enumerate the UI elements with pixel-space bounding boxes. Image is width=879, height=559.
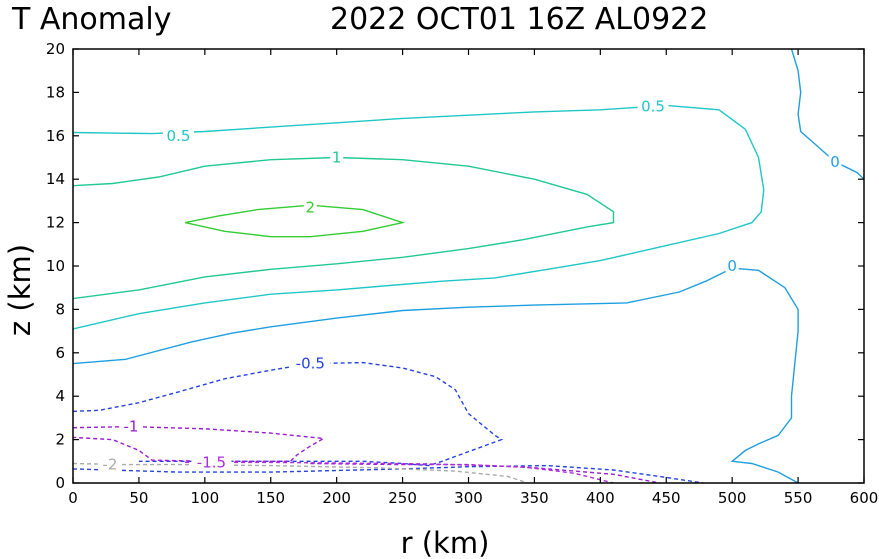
contour-label-8: -2 <box>102 456 117 474</box>
contour-label-2-b-bg <box>637 97 669 114</box>
contour-line-6-b <box>310 462 660 484</box>
contour-line-4 <box>790 48 865 180</box>
y-tick-label-7: 14 <box>46 170 65 188</box>
contour-label-2-bg <box>162 126 194 143</box>
chart-title: T Anomaly <box>11 2 171 37</box>
contour-line-2 <box>72 104 765 330</box>
contour-line-5-b <box>72 464 704 484</box>
contour-label-2: 0.5 <box>167 127 191 145</box>
x-tick-label-8: 400 <box>586 489 615 507</box>
x-axis-label: r (km) <box>401 526 490 559</box>
contour-line-1 <box>72 156 615 300</box>
contour-line-7 <box>185 461 614 484</box>
y-tick-label-0: 0 <box>55 474 65 492</box>
y-axis-label: z (km) <box>3 244 37 336</box>
y-tick-label-10: 20 <box>46 40 65 58</box>
x-tick-label-0: 0 <box>68 489 78 507</box>
y-tick-label-4: 8 <box>55 300 65 318</box>
contour-label-4: 0 <box>830 153 840 171</box>
y-tick-label-3: 6 <box>55 344 65 362</box>
x-tick-label-4: 200 <box>322 489 351 507</box>
x-tick-label-11: 550 <box>784 489 813 507</box>
y-tick-label-9: 18 <box>46 83 65 101</box>
contour-label-7-bg <box>191 453 232 470</box>
x-tick-label-1: 50 <box>129 489 148 507</box>
contour-label-8-bg <box>98 455 121 472</box>
contour-line-5 <box>72 361 504 467</box>
y-tick-label-8: 16 <box>46 127 65 145</box>
contour-label-5-bg <box>290 354 331 371</box>
x-tick-label-5: 250 <box>388 489 417 507</box>
contour-label-1-bg <box>330 148 344 165</box>
x-tick-label-12: 600 <box>850 489 879 507</box>
contour-label-5: -0.5 <box>296 355 325 373</box>
contour-line-6 <box>72 425 326 462</box>
contour-line-0 <box>184 204 406 238</box>
contour-label-2-b: 0.5 <box>641 98 665 116</box>
x-tick-label-10: 500 <box>718 489 747 507</box>
y-tick-label-2: 4 <box>55 387 65 405</box>
contour-label-6-bg <box>120 417 143 434</box>
contour-label-3-bg <box>725 257 739 273</box>
y-tick-label-5: 10 <box>46 257 65 275</box>
plot-area: 210.50.500-0.5-1-1.5-20 50 100 150 200 250 300… <box>46 40 878 507</box>
plot-frame <box>72 48 865 484</box>
y-tick-label-1: 2 <box>55 431 65 449</box>
x-tick-label-9: 450 <box>652 489 681 507</box>
contour-line-3 <box>72 267 799 484</box>
x-tick-label-7: 350 <box>520 489 549 507</box>
x-tick-label-6: 300 <box>454 489 483 507</box>
y-tick-label-6: 12 <box>46 214 65 232</box>
contour-label-3: 0 <box>727 257 737 275</box>
contour-label-0-bg <box>303 198 317 215</box>
x-tick-label-2: 100 <box>191 489 220 507</box>
contour-label-7: -1.5 <box>197 453 226 471</box>
x-tick-label-3: 150 <box>256 489 285 507</box>
contour-label-1: 1 <box>332 149 342 167</box>
chart-run-info: 2022 OCT01 16Z AL0922 <box>330 2 708 37</box>
contour-label-6: -1 <box>124 418 139 436</box>
contour-label-4-bg <box>828 152 842 169</box>
contour-label-0: 2 <box>306 198 316 216</box>
